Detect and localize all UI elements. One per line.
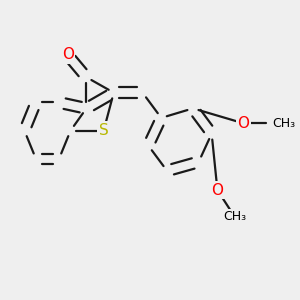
Text: O: O: [212, 183, 224, 198]
Text: O: O: [61, 47, 74, 62]
Text: CH₃: CH₃: [272, 117, 295, 130]
Text: S: S: [99, 123, 109, 138]
Text: CH₃: CH₃: [223, 210, 246, 224]
Text: O: O: [237, 116, 249, 131]
